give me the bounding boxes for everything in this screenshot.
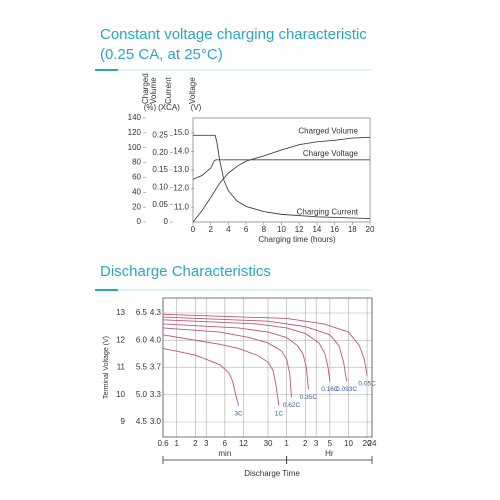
series-line: [162, 316, 348, 382]
x-tick-label: 10: [277, 225, 286, 234]
y-tick-label: 0: [137, 217, 142, 226]
chart-title: Discharge Characteristics: [100, 263, 271, 280]
y2-tick-label: 5.0: [136, 390, 148, 399]
y-tick-label: 13: [116, 308, 125, 317]
x-axis-label: Discharge Time: [244, 469, 300, 478]
series-line: [162, 347, 239, 406]
y-axis-unit: (%): [144, 103, 157, 112]
y3-tick-label: 14.0: [173, 147, 189, 156]
x-tick-label: 12: [239, 439, 248, 448]
series-label: 0.62C: [283, 402, 301, 409]
series-label: 0.16C: [321, 386, 339, 393]
x-tick-label: 2: [208, 225, 213, 234]
series-line: [192, 159, 370, 180]
y3-axis-unit: (V): [191, 103, 202, 112]
x-tick-label: 2: [193, 439, 198, 448]
y-tick-label: 80: [132, 158, 141, 167]
y-tick-label: 120: [128, 128, 142, 137]
chart-title: Constant voltage charging characteristic: [100, 26, 367, 43]
x-tick-label: 24: [368, 439, 377, 448]
series-line: [162, 323, 309, 390]
y3-tick-label: 11.0: [174, 202, 190, 211]
y-tick-label: 9: [121, 417, 126, 426]
y-tick-label: 11: [117, 363, 126, 372]
x-tick-label: 0.6: [157, 439, 169, 448]
y3-tick-label: 15.0: [173, 128, 189, 137]
chart-subtitle: (0.25 CA, at 25°C): [100, 46, 223, 63]
y2-tick-label: 0.20: [152, 148, 168, 157]
x-tick-label: 2: [303, 439, 308, 448]
y3-tick-label: 13.0: [173, 165, 189, 174]
x-tick-label: 18: [348, 225, 357, 234]
y2-axis-unit: (XCA): [158, 103, 180, 112]
plot-frame: [192, 117, 371, 223]
x-tick-label: 14: [312, 225, 321, 234]
x-tick-label: 4: [226, 225, 231, 234]
x-tick-label: 30: [264, 439, 273, 448]
y2-tick-label: 0.05: [152, 200, 168, 209]
y2-tick-label: 0: [164, 217, 169, 226]
x-tick-label: 6: [244, 225, 249, 234]
series-label: 3C: [234, 410, 243, 417]
x-tick-label: 0: [191, 225, 196, 234]
series-line: [192, 136, 371, 223]
x-tick-label: 20: [363, 439, 372, 448]
y2-tick-label: 6.0: [136, 335, 148, 344]
series-label: 1C: [275, 410, 284, 417]
series-label: Charged Volume: [298, 126, 358, 135]
y3-tick-label: 3.7: [150, 363, 162, 372]
x-group-label: Hr: [325, 449, 334, 458]
y-tick-label: 60: [132, 173, 141, 182]
y2-tick-label: 0.25: [152, 130, 168, 139]
y-tick-label: 10: [116, 390, 125, 399]
y3-tick-label: 4.0: [150, 335, 162, 344]
y-tick-label: 40: [132, 187, 141, 196]
y2-tick-label: 4.5: [136, 417, 148, 426]
y-tick-label: 140: [128, 113, 142, 122]
x-axis-label: Charging time (hours): [258, 235, 336, 244]
y-tick-label: 20: [132, 202, 141, 211]
series-label: 0.093C: [336, 386, 357, 393]
series-label: Charging Current: [297, 208, 359, 217]
x-tick-label: 20: [366, 225, 375, 234]
x-tick-label: 16: [330, 225, 339, 234]
x-tick-label: 8: [262, 225, 267, 234]
y-axis-label: Charged Volume: [141, 73, 158, 104]
y-axis-label: Terminal Voltage (V): [103, 336, 110, 399]
series-line: [162, 319, 331, 382]
y3-tick-label: 12.0: [173, 184, 189, 193]
y2-tick-label: 5.5: [136, 363, 148, 372]
x-tick-label: 1: [284, 439, 289, 448]
series-line: [162, 334, 280, 406]
series-line: [193, 134, 371, 219]
x-tick-label: 1: [174, 439, 179, 448]
x-tick-label: 10: [344, 439, 353, 448]
series-line: [162, 313, 368, 376]
x-tick-label: 6: [223, 439, 228, 448]
x-tick-label: 3: [204, 439, 209, 448]
x-tick-label: 3: [314, 439, 319, 448]
y-tick-label: 100: [128, 143, 142, 152]
x-tick-label: 12: [295, 225, 304, 234]
series-label: 0.35C: [300, 394, 318, 401]
series-label: 0.05C: [358, 380, 376, 387]
y-tick-label: 12: [116, 335, 125, 344]
y3-tick-label: 3.0: [150, 417, 162, 426]
x-tick-label: 5: [328, 439, 333, 448]
series-line: [162, 327, 293, 398]
y3-axis-label: Voltage: [188, 77, 197, 104]
y2-axis-label: Current: [164, 77, 173, 104]
series-label: Charge Voltage: [303, 149, 359, 158]
y3-tick-label: 3.3: [150, 390, 162, 399]
y2-tick-label: 0.10: [152, 182, 168, 191]
y2-tick-label: 0.15: [152, 165, 168, 174]
x-group-label: min: [218, 449, 231, 458]
plot-frame: [162, 297, 373, 438]
y3-tick-label: 4.3: [150, 308, 162, 317]
y2-tick-label: 6.5: [136, 308, 148, 317]
